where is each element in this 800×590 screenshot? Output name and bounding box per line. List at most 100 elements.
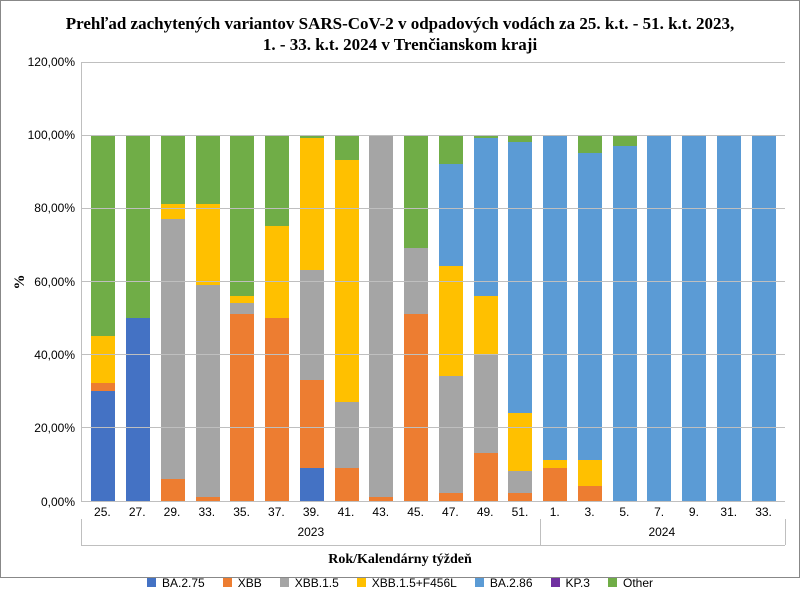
legend-swatch	[608, 578, 617, 587]
bar-segment-XBB_1_5_F456L	[161, 204, 185, 219]
x-group-label: 2024	[539, 519, 786, 545]
bar-segment-Other	[578, 135, 602, 153]
bar-segment-Other	[265, 135, 289, 226]
plot-area-wrap: % 0,00%20,00%40,00%60,00%80,00%100,00%12…	[15, 62, 785, 502]
bar	[126, 135, 150, 501]
bar-segment-Other	[613, 135, 637, 146]
bar	[335, 135, 359, 501]
bar-segment-XBB	[439, 493, 463, 500]
bar-segment-XBB_1_5_F456L	[265, 226, 289, 317]
bar-segment-Other	[335, 135, 359, 161]
x-tick-label: 35.	[230, 505, 254, 519]
bar	[404, 135, 428, 501]
bar-segment-XBB_1_5	[369, 135, 393, 497]
bar-segment-BA_2_86	[752, 135, 776, 501]
bar-segment-XBB_1_5_F456L	[474, 296, 498, 355]
bar-segment-Other	[91, 135, 115, 336]
bar	[717, 135, 741, 501]
bar-segment-Other	[126, 135, 150, 318]
x-tick-label: 25.	[90, 505, 114, 519]
bar	[91, 135, 115, 501]
bar-segment-BA_2_86	[613, 146, 637, 501]
x-tick-label: 5.	[612, 505, 636, 519]
x-tick-label: 29.	[160, 505, 184, 519]
bar-segment-BA_2_86	[439, 164, 463, 266]
bar-segment-XBB	[543, 468, 567, 501]
bar-segment-BA_2_86	[543, 135, 567, 461]
x-axis-ticks: 25.27.29.33.35.37.39.41.43.45.47.49.51.1…	[81, 502, 785, 519]
bar	[752, 135, 776, 501]
bar-segment-XBB_1_5	[230, 303, 254, 314]
bar	[613, 135, 637, 501]
bar-segment-XBB	[161, 479, 185, 501]
legend-swatch	[357, 578, 366, 587]
bar-segment-BA_2_75	[91, 391, 115, 501]
x-axis-groups: 20232024	[81, 519, 785, 546]
bar	[369, 135, 393, 501]
gridline	[82, 135, 785, 136]
y-tick-label: 100,00%	[28, 128, 75, 142]
x-tick-label: 39.	[299, 505, 323, 519]
bar-segment-XBB	[230, 314, 254, 501]
x-tick-label: 31.	[717, 505, 741, 519]
bar-segment-BA_2_86	[578, 153, 602, 460]
bar-segment-XBB_1_5	[439, 376, 463, 493]
bar	[265, 135, 289, 501]
bar-segment-BA_2_86	[717, 135, 741, 501]
bar	[300, 135, 324, 501]
bar-segment-XBB_1_5	[335, 402, 359, 468]
chart-container: Prehľad zachytených variantov SARS-CoV-2…	[0, 0, 800, 578]
x-tick-label: 41.	[334, 505, 358, 519]
bar	[230, 135, 254, 501]
bars-layer	[82, 135, 785, 501]
bar-segment-Other	[196, 135, 220, 205]
bar-segment-Other	[230, 135, 254, 296]
bar-segment-XBB_1_5	[196, 285, 220, 497]
x-tick-label: 49.	[473, 505, 497, 519]
bar-segment-XBB	[300, 380, 324, 468]
x-tick-label: 7.	[647, 505, 671, 519]
gridline	[82, 208, 785, 209]
bar-segment-Other	[161, 135, 185, 205]
bar-segment-XBB_1_5	[161, 219, 185, 479]
y-tick-label: 120,00%	[28, 55, 75, 69]
bar	[682, 135, 706, 501]
gridline	[82, 427, 785, 428]
x-tick-label: 33.	[752, 505, 776, 519]
legend-swatch	[551, 578, 560, 587]
gridline	[82, 501, 785, 502]
bar-segment-XBB	[578, 486, 602, 501]
bar	[578, 135, 602, 501]
bar-segment-BA_2_86	[682, 135, 706, 501]
bar-segment-XBB	[474, 453, 498, 501]
gridline	[82, 62, 785, 63]
bar-segment-XBB_1_5	[508, 471, 532, 493]
bar-segment-Other	[439, 135, 463, 164]
chart-title: Prehľad zachytených variantov SARS-CoV-2…	[60, 13, 740, 56]
bar	[196, 135, 220, 501]
gridline	[82, 354, 785, 355]
legend-swatch	[475, 578, 484, 587]
bar	[474, 135, 498, 501]
bar-segment-BA_2_86	[647, 135, 671, 501]
x-tick-label: 3.	[578, 505, 602, 519]
bar-segment-Other	[404, 135, 428, 248]
x-tick-label: 37.	[264, 505, 288, 519]
y-tick-label: 40,00%	[34, 348, 75, 362]
x-tick-label: 33.	[195, 505, 219, 519]
bar-segment-BA_2_75	[300, 468, 324, 501]
gridline	[82, 281, 785, 282]
y-tick-label: 60,00%	[34, 275, 75, 289]
legend-swatch	[147, 578, 156, 587]
bar-segment-XBB	[91, 383, 115, 390]
bar	[439, 135, 463, 501]
bar-segment-BA_2_86	[508, 142, 532, 413]
x-tick-label: 43.	[369, 505, 393, 519]
bar-segment-XBB_1_5_F456L	[91, 336, 115, 384]
bar-segment-BA_2_75	[126, 318, 150, 501]
bar-segment-XBB_1_5_F456L	[300, 138, 324, 270]
bar-segment-XBB_1_5_F456L	[508, 413, 532, 472]
bar-segment-XBB	[265, 318, 289, 501]
bar	[161, 135, 185, 501]
bar-segment-XBB_1_5_F456L	[196, 204, 220, 284]
